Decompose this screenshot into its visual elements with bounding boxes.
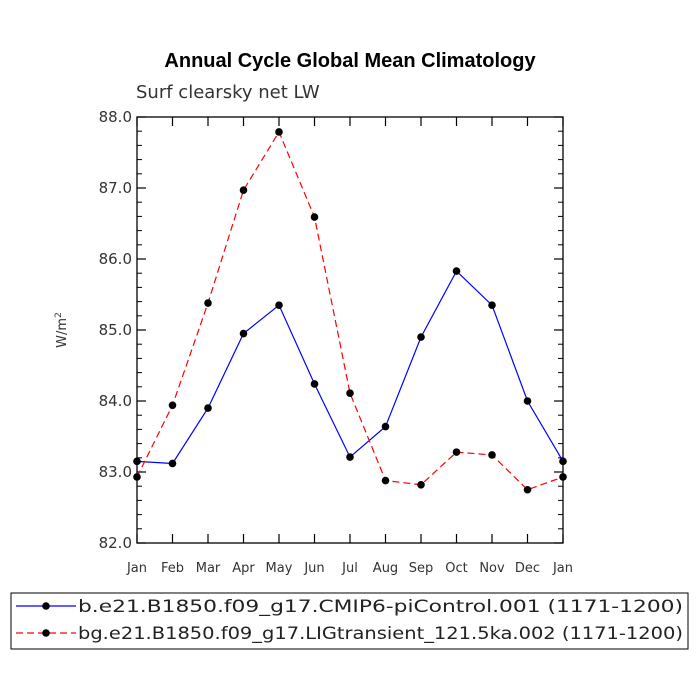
y-axis-label-superscript: 2 <box>54 312 64 318</box>
series-2-point <box>346 389 354 397</box>
x-tick-label: Jan <box>552 561 573 576</box>
series-2-point <box>452 448 461 456</box>
series-layer <box>133 128 567 494</box>
series-1-point <box>417 333 425 341</box>
series-2 <box>133 128 567 494</box>
y-tick-label: 87.0 <box>99 179 132 197</box>
x-tick-label: May <box>266 561 293 576</box>
series-2-point <box>204 299 212 307</box>
y-tick-label: 86.0 <box>99 250 132 268</box>
series-1-point <box>310 380 319 388</box>
series-1-line <box>136 270 564 465</box>
series-2-point <box>275 128 283 136</box>
series-2-point <box>488 451 496 459</box>
series-2-point <box>559 473 567 481</box>
series-1-point <box>381 422 390 431</box>
plot-frame <box>136 116 564 544</box>
series-1-point <box>168 459 177 468</box>
legend: b.e21.B1850.f09_g17.CMIP6-piControl.001 … <box>10 592 689 650</box>
series-1-point <box>559 457 567 466</box>
plot-axes: 82.0 83.0 84.0 85.0 86.0 87.0 88.0 Jan Feb Mar Apr… <box>99 108 573 576</box>
y-tick-label: 85.0 <box>99 321 132 339</box>
x-tick-label: Jan <box>126 561 147 576</box>
series-1-point <box>523 397 532 405</box>
x-tick-label: Aug <box>373 561 398 576</box>
y-axis-label-unit: W/m <box>55 318 70 348</box>
series-1-point <box>239 329 248 338</box>
series-2-point <box>417 480 425 489</box>
series-2-point <box>310 213 319 221</box>
legend-entry-1: b.e21.B1850.f09_g17.CMIP6-piControl.001 … <box>78 597 683 617</box>
x-tick-label: Sep <box>409 561 434 576</box>
x-tick-label: Jun <box>303 561 324 576</box>
chart-subtitle: Surf clearsky net LW <box>136 82 320 103</box>
x-tick-label: Jul <box>341 561 358 576</box>
x-tick-label: Nov <box>479 561 505 576</box>
series-1 <box>133 267 567 468</box>
series-1-point <box>133 457 141 466</box>
legend-swatch-marker-1 <box>42 602 50 610</box>
legend-entry-2: bg.e21.B1850.f09_g17.LIGtransient_121.5k… <box>78 624 683 644</box>
x-tick-label: Feb <box>161 561 184 576</box>
y-axis-label: W/m2 <box>54 312 70 348</box>
series-2-point <box>239 186 248 194</box>
x-tick-label: Mar <box>196 561 221 576</box>
series-1-point <box>204 404 212 412</box>
x-tick-label: Oct <box>445 561 467 576</box>
legend-swatch-marker-2 <box>42 629 50 637</box>
y-tick-label: 84.0 <box>99 392 132 410</box>
series-1-point <box>346 453 354 461</box>
y-tick-label: 88.0 <box>99 108 132 126</box>
series-2-point <box>168 401 177 410</box>
chart-title: Annual Cycle Global Mean Climatology <box>164 50 536 72</box>
series-1-point <box>452 267 461 275</box>
legend-box <box>10 592 689 650</box>
series-1-point <box>275 301 283 309</box>
series-2-point <box>523 485 532 494</box>
series-2-line <box>136 130 564 491</box>
x-tick-label: Dec <box>515 561 540 576</box>
y-tick-label: 83.0 <box>99 463 132 481</box>
x-tick-label: Apr <box>232 561 255 576</box>
series-2-point <box>133 473 141 481</box>
series-2-point <box>381 476 390 485</box>
y-tick-label: 82.0 <box>99 534 132 552</box>
series-1-point <box>488 301 496 309</box>
